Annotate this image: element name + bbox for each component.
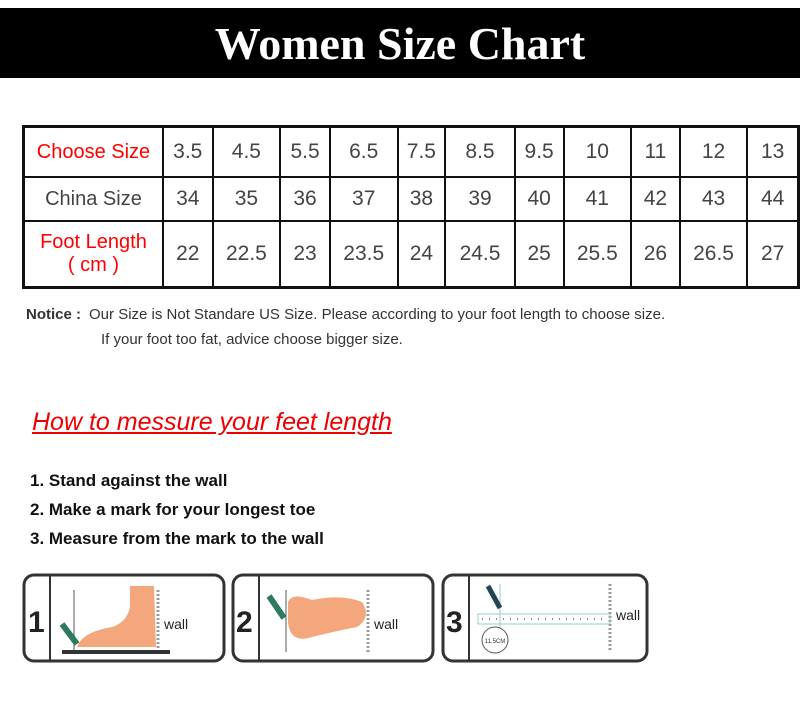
notice-line-1: Our Size is Not Standare US Size. Please…	[89, 306, 666, 323]
china-size-cell: 41	[562, 176, 633, 222]
foot-side-icon	[77, 586, 156, 647]
steps-list: 1. Stand against the wall 2. Make a mark…	[30, 466, 324, 553]
step-2: 2. Make a mark for your longest toe	[30, 500, 316, 519]
choose-size-cell: 4.5	[211, 125, 282, 178]
choose-size-cell: 9.5	[513, 125, 565, 178]
notice-label: Notice :	[26, 306, 82, 323]
foot-length-cell: 24.5	[444, 220, 516, 289]
foot-top-icon	[288, 596, 366, 639]
measure-value: 11.5CM	[485, 639, 506, 645]
illustration-1: 1 wall	[22, 573, 226, 663]
illustration-3: 3 11.5CM wall	[441, 573, 649, 663]
step-number-1: 1	[28, 606, 45, 639]
china-size-cell: 42	[630, 176, 681, 222]
pencil-icon	[266, 594, 287, 620]
foot-length-cell: 23.5	[328, 220, 399, 289]
china-size-cell: 38	[396, 176, 447, 222]
row-label-china-size: China Size	[22, 176, 164, 222]
row-label-choose-size: Choose Size	[22, 125, 164, 178]
china-size-cell: 40	[513, 176, 565, 222]
step-number-2: 2	[236, 606, 253, 639]
foot-length-cell: 26.5	[678, 220, 749, 289]
foot-length-cell: 22.5	[211, 220, 282, 289]
china-size-cell: 39	[444, 176, 516, 222]
foot-length-cell: 24	[396, 220, 447, 289]
choose-size-cell: 6.5	[328, 125, 399, 178]
choose-size-cell: 13	[746, 125, 800, 178]
pencil-icon	[485, 584, 503, 610]
wall-label-1: wall	[163, 616, 188, 632]
foot-length-cell: 25.5	[562, 220, 633, 289]
foot-length-cell: 26	[630, 220, 681, 289]
foot-length-unit: ( cm )	[67, 254, 119, 276]
notice: Notice : Our Size is Not Standare US Size…	[26, 302, 665, 352]
foot-length-cell: 27	[746, 220, 800, 289]
choose-size-cell: 10	[562, 125, 633, 178]
choose-size-cell: 11	[630, 125, 681, 178]
step-3: 3. Measure from the mark to the wall	[30, 529, 324, 548]
ruler-icon	[477, 613, 611, 625]
china-size-cell: 34	[161, 176, 214, 222]
foot-length-cell: 23	[279, 220, 331, 289]
choose-size-cell: 12	[678, 125, 749, 178]
step-1: 1. Stand against the wall	[30, 471, 228, 490]
row-label-foot-length: Foot Length( cm )	[22, 220, 164, 289]
size-table: Choose Size 3.5 4.5 5.5 6.5 7.5 8.5 9.5 10 11 12 13…	[22, 125, 800, 289]
china-size-cell: 43	[678, 176, 749, 222]
title-banner: Women Size Chart	[0, 8, 800, 78]
notice-line-2: If your foot too fat, advice choose bigg…	[101, 331, 403, 348]
page-title: Women Size Chart	[214, 17, 586, 69]
foot-length-cell: 25	[513, 220, 565, 289]
choose-size-cell: 7.5	[396, 125, 447, 178]
foot-length-cell: 22	[161, 220, 214, 289]
choose-size-cell: 3.5	[161, 125, 214, 178]
china-size-cell: 37	[328, 176, 399, 222]
howto-title: How to messure your feet length	[32, 408, 392, 436]
china-size-cell: 35	[211, 176, 282, 222]
foot-length-label: Foot Length	[40, 231, 147, 253]
china-size-cell: 36	[279, 176, 331, 222]
illustration-2: 2 wall	[231, 573, 435, 663]
choose-size-cell: 8.5	[444, 125, 516, 178]
china-size-cell: 44	[746, 176, 800, 222]
measure-illustrations: 1 wall 2 wall 3 11.5CM wall	[22, 573, 649, 663]
wall-label-3: wall	[615, 607, 640, 623]
wall-label-2: wall	[373, 616, 398, 632]
step-number-3: 3	[446, 606, 463, 639]
choose-size-cell: 5.5	[279, 125, 331, 178]
pencil-icon	[59, 622, 80, 646]
